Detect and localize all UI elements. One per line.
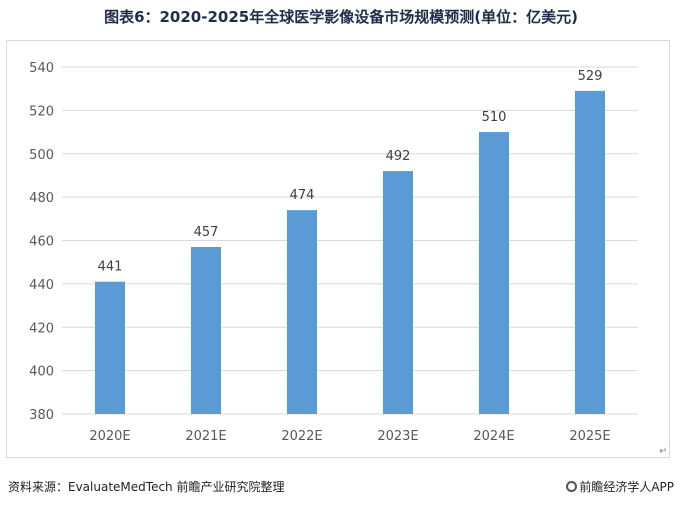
x-tick-label: 2024E [473, 429, 514, 444]
data-label: 441 [98, 260, 123, 275]
y-tick-label: 520 [29, 104, 54, 119]
y-tick-label: 540 [29, 61, 54, 76]
x-tick-label: 2023E [377, 429, 418, 444]
bar [383, 171, 413, 414]
bar [95, 281, 125, 414]
x-tick-label: 2022E [281, 429, 322, 444]
y-tick-label: 460 [29, 235, 54, 250]
y-tick-label: 440 [29, 278, 54, 293]
data-label: 529 [578, 69, 603, 84]
paragraph-mark-icon: ↵ [659, 446, 668, 457]
bar [479, 132, 509, 414]
bar [287, 210, 317, 414]
y-tick-label: 500 [29, 148, 54, 163]
x-tick-label: 2025E [569, 429, 610, 444]
y-tick-label: 400 [29, 365, 54, 380]
bar [575, 90, 605, 414]
source-note: 资料来源：EvaluateMedTech 前瞻产业研究院整理 [8, 480, 285, 494]
brand-label: 前瞻经济学人APP [579, 480, 674, 494]
y-tick-label: 480 [29, 191, 54, 206]
data-label: 510 [482, 110, 507, 125]
brand-footer: 前瞻经济学人APP [566, 478, 674, 495]
chart-frame [6, 40, 670, 458]
data-label: 492 [386, 149, 411, 164]
bar [191, 247, 221, 414]
x-tick-label: 2020E [89, 429, 130, 444]
y-tick-label: 420 [29, 321, 54, 336]
x-tick-label: 2021E [185, 429, 226, 444]
data-label: 474 [290, 188, 315, 203]
brand-logo-icon [566, 481, 578, 492]
data-label: 457 [194, 225, 219, 240]
chart-title: 图表6：2020-2025年全球医学影像设备市场规模预测(单位：亿美元) [104, 8, 578, 26]
y-tick-label: 380 [29, 408, 54, 423]
